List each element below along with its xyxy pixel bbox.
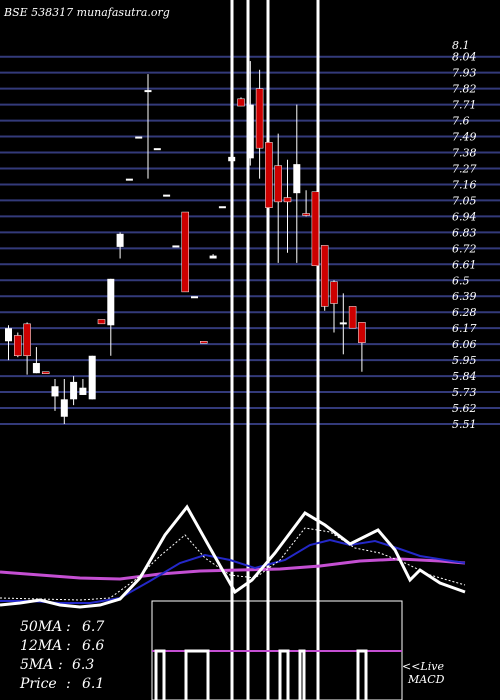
price-tick-label: 5.95: [452, 354, 477, 367]
candle-body: [265, 142, 273, 208]
price-tick-label: 6.28: [452, 306, 477, 319]
macd-histogram: [154, 649, 368, 700]
price-tick-label: 6.17: [452, 322, 477, 335]
stat-50ma-label: 50MA: [20, 619, 62, 635]
price-tick-label: 6.06: [452, 338, 477, 351]
candle-body: [125, 178, 133, 181]
candle-body: [144, 90, 152, 93]
stat-sep-1: :: [66, 638, 71, 654]
stat-5ma-label: 5MA: [20, 657, 53, 673]
candle-body: [97, 319, 106, 325]
candle-body: [283, 197, 292, 203]
ma12-line: [0, 538, 466, 604]
price-tick-label: 8.1: [452, 39, 470, 52]
macd-label-line2: MACD: [407, 673, 445, 686]
price-axis-labels: 8.18.04 7.93 7.82 7.71 7.6 7.49 7.38 7.27 7.16 7.…: [452, 39, 477, 431]
chart-title: BSE 538317 munafasutra.org: [3, 6, 170, 19]
candle-body: [302, 213, 310, 216]
candle-body: [191, 296, 198, 299]
stat-12ma-label: 12MA: [20, 638, 62, 654]
candle-body: [70, 381, 78, 400]
price-tick-label: 7.27: [452, 162, 477, 175]
price-tick-label: 7.16: [452, 178, 477, 191]
price-tick-label: 7.93: [452, 67, 477, 80]
price-tick-label: 7.49: [452, 131, 477, 144]
ma5-line: [0, 527, 466, 601]
candle-body: [60, 399, 68, 417]
ma-stats: 50MA 6.7 12MA 6.6 5MA 6.3 Price 6.1 : : …: [19, 619, 104, 692]
candle-body: [218, 206, 226, 209]
price-tick-label: 6.5: [452, 274, 470, 287]
candle-body: [51, 386, 59, 397]
price-tick-label: 5.62: [452, 402, 477, 415]
candle-body: [228, 156, 236, 162]
price-tick-label: 7.82: [452, 83, 477, 96]
price-tick-label: 7.71: [452, 99, 477, 112]
price-tick-label: 6.72: [452, 242, 477, 255]
candle-body: [200, 341, 208, 344]
stat-50ma-value: 6.7: [82, 619, 104, 635]
candle-body: [348, 306, 357, 329]
price-tick-label: 7.6: [452, 115, 470, 128]
price-tick-label: 6.39: [452, 290, 477, 303]
candle-body: [172, 245, 180, 248]
price-tick-label: 7.38: [452, 147, 477, 160]
candle-body: [311, 191, 320, 267]
stat-5ma-value: 6.3: [72, 657, 94, 673]
candle-body: [209, 255, 217, 259]
macd-panel: [151, 600, 403, 700]
stat-price-value: 6.1: [82, 676, 104, 692]
price-tick-label: 6.61: [452, 258, 477, 271]
stat-price-label: Price: [19, 676, 57, 692]
candle-body: [330, 281, 338, 304]
candle-body: [116, 233, 124, 247]
price-tick-label: 6.94: [452, 210, 477, 223]
indicator-panel: [0, 504, 466, 609]
candle-body: [23, 323, 31, 357]
candle-body: [320, 245, 329, 307]
stat-sep-3: :: [66, 676, 71, 692]
candle-body: [358, 322, 366, 343]
candle-body: [255, 88, 264, 149]
candle-body: [153, 148, 161, 151]
candle-body: [41, 371, 50, 374]
candle-body: [88, 355, 96, 400]
candle-body: [5, 328, 12, 342]
price-tick-label: 8.04: [452, 51, 477, 64]
price-tick-label: 6.83: [452, 226, 477, 239]
candlestick-series: [5, 61, 366, 424]
candle-body: [274, 165, 282, 203]
candle-body: [293, 164, 301, 194]
candle-body: [107, 278, 115, 326]
macd-label-line1: <<Live: [402, 660, 444, 673]
candle-body: [14, 335, 22, 357]
stat-sep-0: :: [66, 619, 71, 635]
candle-body: [135, 136, 143, 139]
candle-body: [181, 211, 189, 293]
candle-body: [79, 387, 87, 395]
price-tick-label: 5.73: [452, 386, 477, 399]
candle-body: [339, 322, 347, 325]
candle-body: [163, 194, 171, 197]
price-gridlines: [0, 55, 500, 425]
candle-body: [237, 98, 245, 107]
candle-body: [32, 363, 40, 374]
price-tick-label: 5.84: [452, 370, 477, 383]
stat-12ma-value: 6.6: [82, 638, 104, 654]
stat-sep-2: :: [58, 657, 63, 673]
candle-body: [246, 104, 254, 159]
price-tick-label: 5.51: [452, 418, 477, 431]
price-tick-label: 7.05: [452, 194, 477, 207]
price-line: [0, 504, 466, 609]
